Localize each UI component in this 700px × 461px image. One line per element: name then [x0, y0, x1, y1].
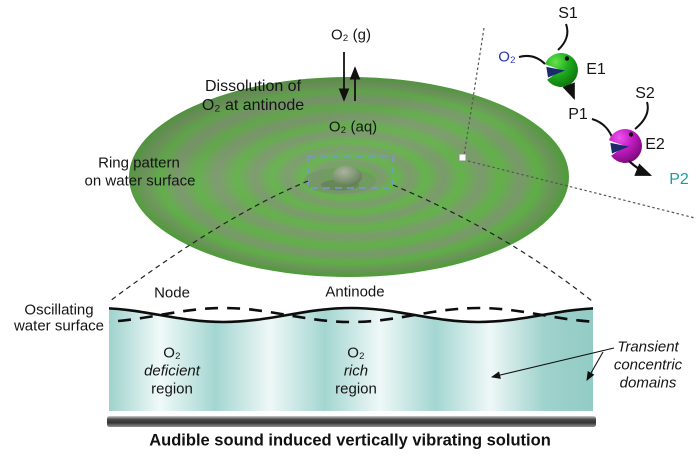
transient-domains-label-line3: domains — [619, 374, 677, 392]
corner-marker — [458, 153, 467, 162]
e1-to-p1-arrow — [562, 82, 576, 101]
water-body — [109, 308, 593, 411]
molecular-region-lines — [458, 27, 696, 219]
enzyme2-eye — [628, 132, 634, 137]
enzyme1-label: E1 — [586, 61, 606, 78]
deficient-region-label-word: deficient — [144, 362, 200, 380]
ring-pattern-label-line1: Ring pattern — [98, 154, 180, 172]
callout-line-right — [392, 184, 593, 302]
enzyme1-pacman — [545, 52, 578, 87]
oscillating-surface-label-line2: water surface — [13, 317, 105, 335]
product1-label: P1 — [568, 106, 588, 123]
rich-region-label-word: rich — [343, 362, 369, 380]
o2-exchange-arrows — [338, 52, 361, 102]
dissolution-label-line2: O₂ at antinode — [201, 97, 305, 114]
rich-region-label-region: region — [335, 380, 377, 398]
o2-aq-label: O₂ (aq) — [328, 118, 378, 136]
p1-link-line — [591, 118, 613, 138]
transient-domains-label-line2: concentric — [613, 356, 683, 374]
deficient-region-label-region: region — [151, 380, 193, 398]
deficient-region-label-o2: O₂ — [163, 344, 181, 362]
s2-link-line — [634, 101, 649, 130]
transient-domains-label-line1: Transient — [617, 338, 679, 356]
ripple-disk — [129, 77, 569, 277]
surface-wave-dashed — [109, 306, 593, 324]
s1-link-line — [557, 23, 569, 51]
ring-pattern-label-line2: on water surface — [84, 172, 196, 190]
substrate2-label: S2 — [635, 85, 655, 102]
dotted-line-diagonal — [467, 160, 696, 219]
oscillating-surface-label-line1: Oscillating — [24, 301, 94, 319]
product2-label: P2 — [669, 171, 689, 188]
figure-caption: Audible sound induced vertically vibrati… — [149, 431, 551, 450]
substrate1-label: S1 — [558, 5, 578, 22]
transient-arrow-long — [490, 347, 615, 379]
enzyme-cascade — [518, 23, 653, 177]
e2-to-p2-arrow — [628, 160, 653, 177]
surface-wave-solid — [109, 306, 593, 324]
vibrating-base-bar — [107, 416, 596, 427]
antinode-label: Antinode — [325, 283, 385, 301]
enzyme2-pacman — [609, 128, 642, 163]
oxygen-label: O₂ — [498, 48, 516, 66]
o2-gas-label: O₂ (g) — [331, 26, 371, 44]
o2-link-line — [518, 54, 546, 65]
enzyme2-label: E2 — [645, 136, 665, 153]
magnifier-box — [307, 155, 394, 189]
cross-section-box — [109, 306, 593, 411]
callout-line-left — [109, 180, 309, 302]
dissolution-label-line1: Dissolution of — [204, 78, 302, 95]
enzyme1-eye — [564, 56, 570, 61]
enzyme1-mouth — [546, 66, 565, 78]
node-label: Node — [154, 284, 190, 302]
enzyme2-mouth — [610, 142, 629, 154]
rich-region-label-o2: O₂ — [347, 344, 365, 362]
transient-arrow-short — [586, 351, 604, 381]
center-bump — [332, 165, 362, 187]
dotted-line-vertical — [463, 27, 485, 157]
